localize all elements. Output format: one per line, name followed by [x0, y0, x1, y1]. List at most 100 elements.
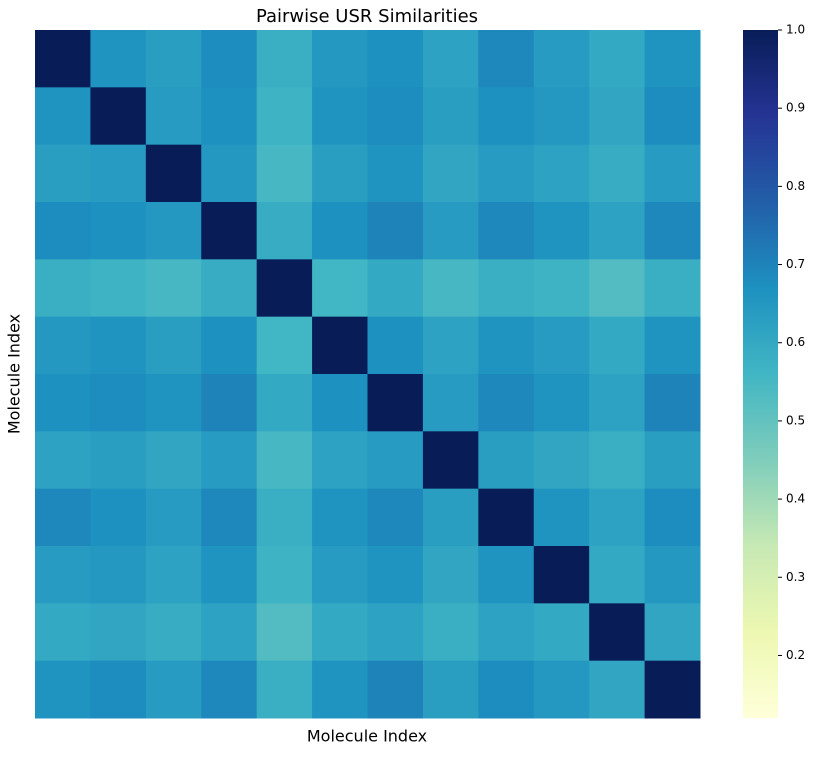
heatmap-cell	[90, 546, 147, 604]
heatmap-cell	[201, 431, 258, 490]
heatmap-cell	[589, 316, 646, 375]
heatmap-cell	[422, 374, 479, 432]
heatmap-cell	[422, 660, 479, 719]
heatmap-cell	[256, 30, 313, 88]
heatmap-cell	[478, 603, 535, 662]
heatmap-cell	[90, 431, 147, 490]
heatmap-cell	[312, 144, 368, 203]
heatmap-cell	[589, 603, 646, 662]
heatmap-cell	[312, 87, 368, 146]
heatmap-cell	[478, 259, 535, 318]
heatmap-cell	[533, 603, 590, 662]
colorbar-tick-label: 0.4	[786, 492, 805, 506]
heatmap-cell	[312, 431, 368, 490]
heatmap-cell	[644, 660, 701, 719]
y-axis-label: Molecule Index	[5, 314, 24, 434]
heatmap-cell	[533, 374, 590, 432]
heatmap-cell	[201, 488, 258, 547]
heatmap-cell	[201, 202, 258, 260]
colorbar-tick-label: 0.2	[786, 648, 805, 662]
colorbar	[743, 30, 778, 718]
heatmap-cell	[35, 316, 91, 375]
heatmap-cell	[533, 546, 590, 604]
heatmap-cell	[145, 30, 202, 88]
heatmap-cell	[644, 603, 701, 662]
heatmap-cell	[145, 546, 202, 604]
heatmap-cell	[533, 202, 590, 260]
heatmap-cell	[256, 202, 313, 260]
heatmap-cell	[644, 259, 701, 318]
heatmap-cell	[644, 374, 701, 432]
heatmap-cell	[478, 374, 535, 432]
heatmap-cell	[367, 603, 424, 662]
heatmap-cell	[367, 202, 424, 260]
heatmap-cell	[478, 144, 535, 203]
heatmap-cell	[256, 259, 313, 318]
heatmap-cell	[367, 488, 424, 547]
heatmap-cell	[90, 87, 147, 146]
heatmap-cell	[35, 259, 91, 318]
heatmap-cell	[90, 374, 147, 432]
heatmap-cell	[201, 374, 258, 432]
heatmap-cell	[35, 546, 91, 604]
heatmap-cell	[422, 87, 479, 146]
heatmap-cell	[35, 488, 91, 547]
heatmap-cell	[145, 144, 202, 203]
heatmap-cell	[478, 431, 535, 490]
heatmap-cell	[201, 660, 258, 719]
heatmap-cell	[644, 546, 701, 604]
heatmap-cell	[201, 30, 258, 88]
heatmap-cell	[478, 87, 535, 146]
heatmap-cell	[145, 259, 202, 318]
heatmap-cell	[589, 202, 646, 260]
heatmap-cell	[90, 202, 147, 260]
heatmap-cell	[422, 202, 479, 260]
heatmap-cell	[589, 431, 646, 490]
heatmap-cell	[256, 431, 313, 490]
heatmap-cell	[256, 87, 313, 146]
heatmap-cell	[312, 374, 368, 432]
heatmap-cell	[312, 488, 368, 547]
heatmap-cell	[367, 374, 424, 432]
heatmap-cell	[145, 316, 202, 375]
heatmap-cell	[256, 603, 313, 662]
heatmap-cell	[589, 259, 646, 318]
heatmap-cell	[644, 202, 701, 260]
heatmap-cell	[201, 87, 258, 146]
heatmap-cell	[35, 144, 91, 203]
heatmap-cell	[533, 144, 590, 203]
heatmap-cell	[201, 603, 258, 662]
heatmap-cell	[312, 660, 368, 719]
heatmap-cell	[478, 488, 535, 547]
heatmap-cell	[589, 546, 646, 604]
heatmap-cell	[312, 546, 368, 604]
heatmap-cell	[478, 660, 535, 719]
colorbar-tick-label: 0.5	[786, 413, 805, 427]
heatmap-cell	[90, 259, 147, 318]
heatmap-cell	[201, 144, 258, 203]
heatmap-cell	[201, 546, 258, 604]
heatmap-cell	[533, 431, 590, 490]
heatmap-cell	[644, 431, 701, 490]
x-axis-label: Molecule Index	[307, 727, 427, 746]
heatmap-cell	[644, 488, 701, 547]
colorbar-tick-label: 0.6	[786, 335, 805, 349]
colorbar-tick-label: 0.7	[786, 257, 805, 271]
heatmap-cell	[589, 488, 646, 547]
heatmap-cell	[90, 144, 147, 203]
heatmap-cell	[533, 488, 590, 547]
heatmap-cell	[35, 87, 91, 146]
chart-title: Pairwise USR Similarities	[256, 6, 478, 27]
heatmap	[35, 30, 701, 719]
colorbar-tick-label: 1.0	[786, 23, 805, 37]
heatmap-cell	[533, 87, 590, 146]
heatmap-cell	[644, 87, 701, 146]
heatmap-cell	[478, 202, 535, 260]
heatmap-cell	[367, 316, 424, 375]
heatmap-cell	[35, 603, 91, 662]
heatmap-cell	[422, 546, 479, 604]
heatmap-cell	[145, 202, 202, 260]
heatmap-cell	[35, 30, 91, 88]
heatmap-cell	[533, 660, 590, 719]
